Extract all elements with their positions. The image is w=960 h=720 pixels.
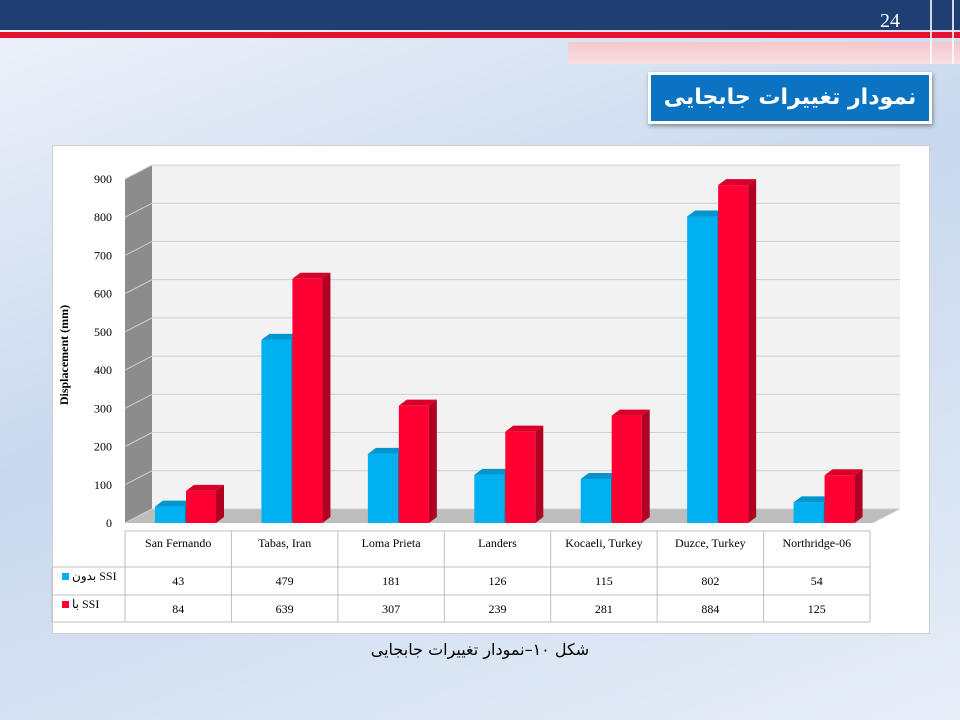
slide-title: نمودار تغییرات جابجایی — [648, 72, 932, 124]
grid-line — [124, 508, 900, 524]
grid-line — [124, 432, 900, 447]
grid-line — [124, 202, 900, 218]
bar-top — [718, 179, 757, 186]
accent-line — [0, 32, 960, 38]
bar — [580, 479, 611, 523]
bar — [155, 506, 185, 523]
x-tick-label: Kocaeli, Turkey — [565, 536, 642, 550]
y-tick-label: 600 — [94, 287, 112, 301]
y-tick-label: 100 — [94, 478, 112, 492]
x-tick-label: Loma Prieta — [362, 536, 422, 550]
table-value: 639 — [276, 602, 294, 616]
bar-top — [505, 425, 544, 432]
x-tick-label: Tabas, Iran — [258, 536, 311, 550]
grid-line — [124, 470, 900, 486]
bar — [824, 475, 855, 523]
table-value: 307 — [382, 602, 400, 616]
bar-top — [580, 473, 619, 480]
table-value: 281 — [595, 602, 613, 616]
bar-top — [186, 484, 224, 491]
table-value: 479 — [276, 574, 294, 588]
bar-top — [611, 409, 650, 416]
y-tick-label: 300 — [94, 401, 112, 415]
table-value: 126 — [489, 574, 507, 588]
bar — [398, 405, 429, 523]
bar — [687, 216, 718, 524]
bar-side — [216, 484, 224, 523]
y-tick-label: 400 — [94, 363, 112, 377]
bar — [292, 278, 323, 523]
bar-top — [155, 500, 193, 507]
legend-swatch — [62, 573, 69, 580]
x-tick-label: San Fernando — [145, 536, 211, 550]
legend-label: با SSI — [72, 597, 99, 611]
y-tick-label: 800 — [94, 210, 112, 224]
legend-label: بدون SSI — [72, 569, 117, 583]
figure-caption: شکل ۱۰–نمودار تغییرات جابجایی — [370, 640, 590, 659]
bar-top — [292, 272, 331, 279]
grid-line — [124, 355, 900, 371]
bar-side — [748, 179, 757, 524]
y-axis-title: Displacement (mm) — [57, 305, 71, 405]
table-value: 181 — [382, 574, 400, 588]
bar-side — [641, 409, 650, 523]
accent-band — [568, 42, 960, 64]
bar-top — [367, 447, 406, 454]
y-tick-label: 0 — [106, 516, 112, 530]
accent-lines — [930, 0, 954, 64]
table-value: 84 — [172, 602, 184, 616]
bar-top — [474, 468, 513, 475]
grid-line — [124, 164, 900, 180]
table-value: 115 — [595, 574, 613, 588]
bar-top — [398, 399, 437, 406]
x-tick-label: Duzce, Turkey — [675, 536, 746, 550]
bar — [474, 474, 505, 523]
y-tick-label: 700 — [94, 248, 112, 262]
top-bar — [0, 0, 960, 30]
table-value: 54 — [811, 574, 823, 588]
bar — [611, 415, 642, 523]
side-wall — [125, 165, 152, 523]
bar — [718, 185, 749, 524]
y-tick-label: 500 — [94, 325, 112, 339]
grid-line — [124, 279, 900, 295]
legend-swatch — [62, 601, 69, 608]
y-tick-label: 200 — [94, 440, 112, 454]
slide-number: 24 — [880, 10, 900, 32]
bar — [793, 502, 824, 523]
bar-top — [261, 333, 300, 340]
bar-side — [428, 399, 437, 523]
bar-top — [793, 496, 832, 503]
grid-line — [124, 317, 900, 333]
table-value: 43 — [172, 574, 184, 588]
grid-line — [124, 393, 900, 409]
bar-side — [535, 425, 544, 523]
bar-side — [854, 469, 863, 523]
bar-side — [322, 272, 331, 523]
x-tick-label: Northridge-06 — [782, 536, 851, 550]
table-value: 802 — [701, 574, 719, 588]
table-value: 125 — [808, 602, 826, 616]
x-tick-label: Landers — [478, 536, 517, 550]
grid-line — [124, 240, 900, 256]
bar — [505, 431, 536, 523]
bar — [186, 490, 216, 523]
bar-top — [824, 469, 863, 476]
bar — [261, 339, 292, 523]
y-tick-label: 900 — [94, 172, 112, 186]
table-value: 239 — [489, 602, 507, 616]
bar — [367, 453, 398, 523]
table-value: 884 — [701, 602, 719, 616]
bar-top — [687, 210, 726, 217]
